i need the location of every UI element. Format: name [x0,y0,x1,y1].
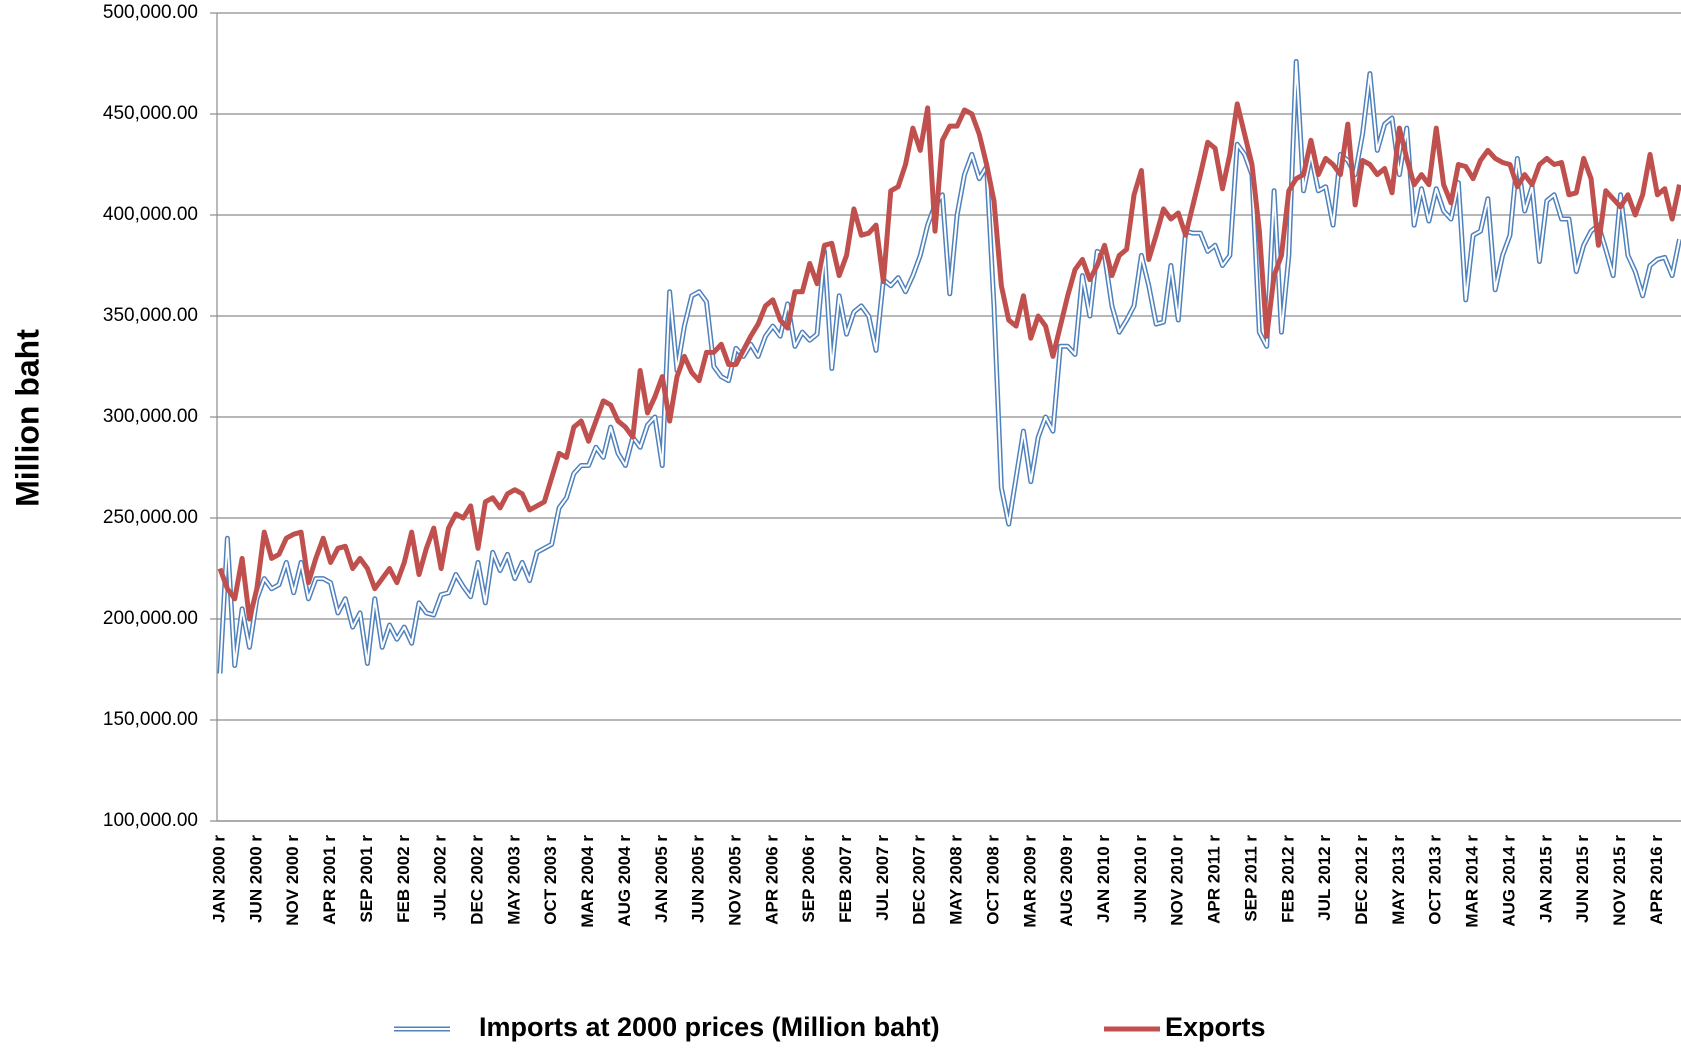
x-tick-label: MAR 2009 r [1020,835,1039,928]
x-tick-label: NOV 2005 r [725,835,744,926]
y-tick-label: 400,000.00 [103,204,198,225]
x-tick-label: MAY 2003 r [504,835,523,925]
x-tick-label: APR 2011 r [1205,835,1224,924]
x-tick-label: OCT 2013 r [1426,835,1445,925]
x-tick-label: AUG 2009 r [1057,835,1076,927]
y-tick-label: 150,000.00 [103,709,198,730]
x-tick-label: JUN 2000 r [246,835,265,923]
x-tick-label: APR 2016 r [1647,835,1666,925]
y-tick-label: 100,000.00 [103,810,198,831]
x-tick-label: AUG 2004 r [615,835,634,927]
series-line [217,58,1681,674]
x-tick-label: JAN 2000 r [209,835,228,923]
x-tick-label: JUL 2012 r [1315,835,1334,921]
x-tick-label: JUN 2005 r [689,835,708,923]
y-tick-label: 200,000.00 [103,608,198,629]
x-tick-label: OCT 2008 r [983,835,1002,925]
x-tick-label: DEC 2012 r [1352,835,1371,925]
x-tick-label: JUL 2007 r [873,835,892,921]
series-line-inner [219,60,1681,674]
x-tick-label: FEB 2002 r [394,835,413,923]
x-tick-label: APR 2006 r [762,835,781,925]
x-tick-label: NOV 2015 r [1610,835,1629,926]
x-tick-label: NOV 2000 r [283,835,302,926]
x-tick-label: JUN 2015 r [1573,835,1592,923]
y-tick-label: 500,000.00 [103,2,198,23]
series-line [217,101,1681,622]
y-axis-label: Million baht [9,329,45,507]
x-tick-label: NOV 2010 r [1168,835,1187,926]
x-tick-label: SEP 2011 r [1241,835,1260,922]
x-tick-label: DEC 2002 r [467,835,486,925]
legend-label: Imports at 2000 prices (Million baht) [479,1012,940,1042]
x-tick-label: SEP 2001 r [357,835,376,923]
x-tick-label: FEB 2007 r [836,835,855,923]
x-tick-label: JUL 2002 r [431,835,450,921]
x-tick-label: DEC 2007 r [910,835,929,925]
x-tick-label: JUN 2010 r [1131,835,1150,923]
x-tick-label: FEB 2012 r [1278,835,1297,923]
x-tick-label: MAR 2004 r [578,835,597,928]
y-tick-label: 300,000.00 [103,406,198,427]
x-tick-label: MAY 2013 r [1389,835,1408,925]
x-tick-label: JAN 2015 r [1536,835,1555,923]
x-tick-label: MAY 2008 r [947,835,966,925]
x-tick-label: OCT 2003 r [541,835,560,925]
x-tick-label: JAN 2010 r [1094,835,1113,923]
y-tick-label: 250,000.00 [103,507,198,528]
x-tick-label: JAN 2005 r [652,835,671,923]
x-tick-label: SEP 2006 r [799,835,818,923]
legend-label: Exports [1165,1012,1266,1042]
x-tick-label: MAR 2014 r [1463,835,1482,928]
y-tick-label: 350,000.00 [103,305,198,326]
y-tick-label: 450,000.00 [103,103,198,124]
x-tick-label: APR 2001 r [320,835,339,925]
x-tick-label: AUG 2014 r [1499,835,1518,927]
